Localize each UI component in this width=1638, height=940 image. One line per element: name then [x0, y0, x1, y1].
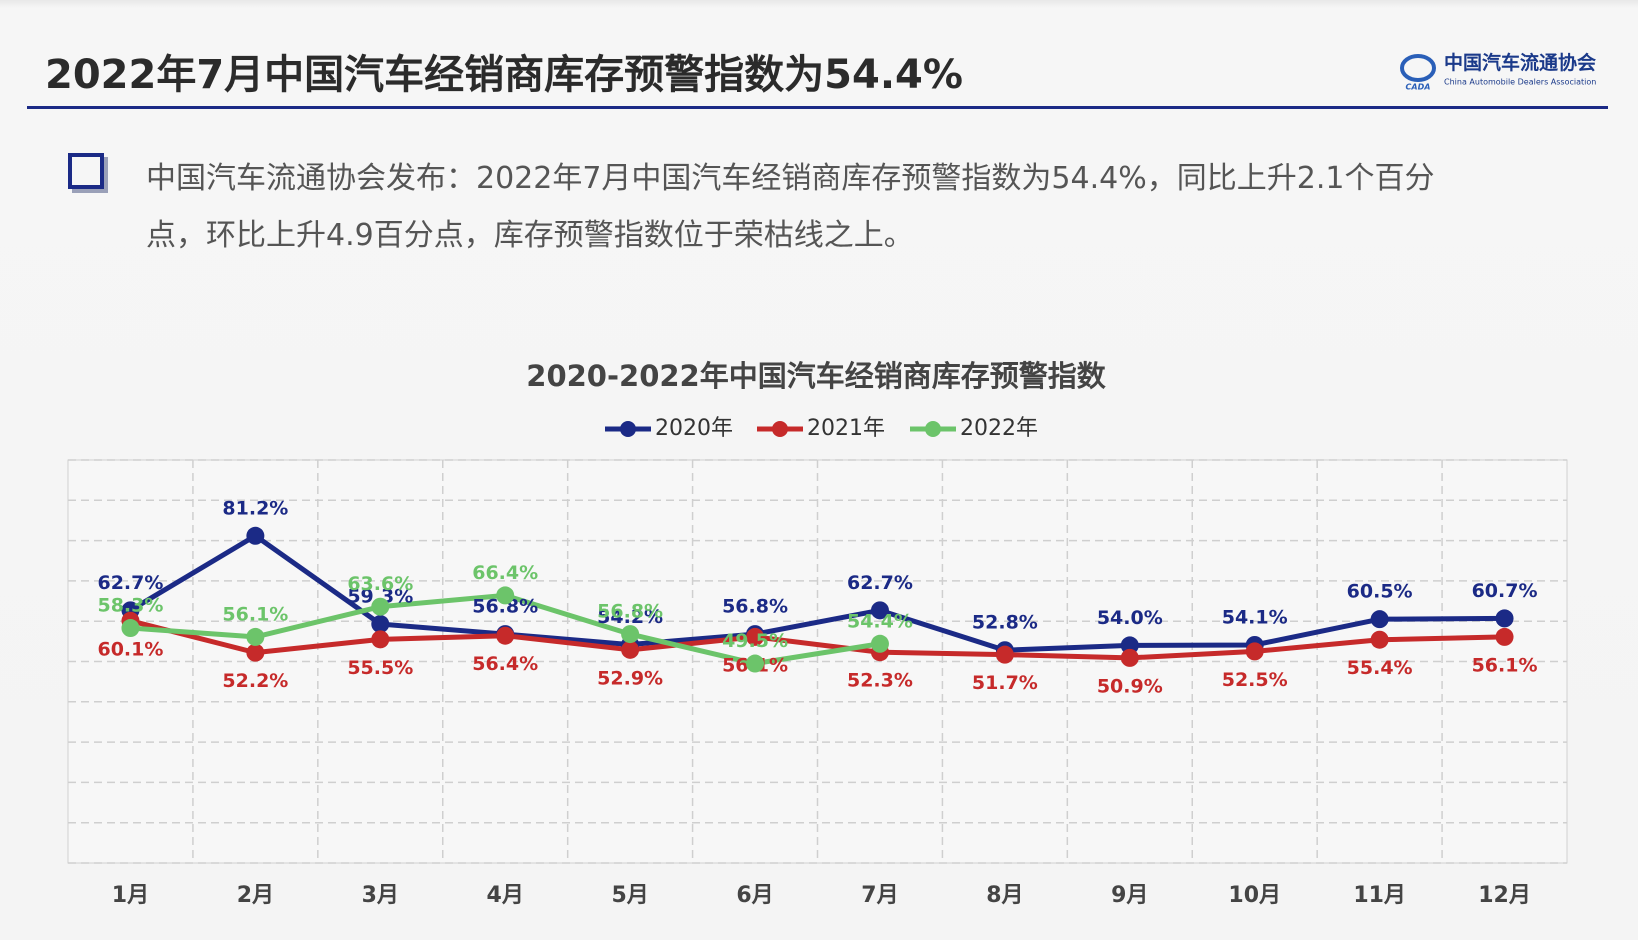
data-label: 52.5%	[1222, 669, 1288, 691]
data-label: 59.3%	[347, 586, 413, 608]
data-label: 54.0%	[1097, 607, 1163, 629]
data-label: 56.1%	[222, 603, 288, 625]
x-tick-label: 6月	[736, 883, 773, 908]
data-point	[1120, 648, 1139, 667]
data-label: 55.4%	[1347, 657, 1413, 679]
slide-title: 2022年7月中国汽车经销商库存预警指数为54.4%	[45, 52, 963, 98]
x-tick-label: 11月	[1353, 883, 1406, 908]
legend-label: 2021年	[807, 416, 885, 441]
data-point	[1370, 610, 1389, 629]
data-label: 54.4%	[847, 610, 913, 632]
data-point	[246, 526, 265, 545]
legend-label: 2020年	[655, 416, 733, 441]
data-point	[121, 619, 140, 638]
data-label: 49.5%	[722, 630, 788, 652]
data-label: 52.3%	[847, 670, 913, 692]
data-label: 54.2%	[597, 606, 663, 628]
data-label: 58.3%	[97, 595, 163, 617]
data-point	[870, 601, 889, 620]
data-point	[621, 625, 640, 644]
x-tick-label: 9月	[1111, 883, 1148, 908]
x-tick-label: 3月	[362, 883, 399, 908]
data-label: 62.7%	[97, 572, 163, 594]
data-label: 56.1%	[1472, 654, 1538, 676]
data-point	[246, 627, 265, 646]
data-label: 60.1%	[97, 638, 163, 660]
data-label: 60.7%	[1472, 580, 1538, 602]
x-tick-label: 10月	[1228, 883, 1281, 908]
data-point	[371, 597, 390, 616]
logo-mark: CADA	[1406, 83, 1431, 92]
data-label: 63.6%	[347, 573, 413, 595]
legend-label: 2022年	[960, 416, 1038, 441]
data-label: 81.2%	[222, 497, 288, 519]
data-label: 52.9%	[597, 667, 663, 689]
x-tick-label: 12月	[1478, 883, 1531, 908]
logo-name: 中国汽车流通协会	[1444, 51, 1596, 74]
data-point	[371, 630, 390, 649]
data-point	[1370, 630, 1389, 649]
data-label: 66.4%	[472, 562, 538, 584]
bullet-box	[68, 153, 104, 189]
body-line: 点，环比上升4.9百分点，库存预警指数位于荣枯线之上。	[146, 218, 914, 253]
data-label: 56.4%	[472, 653, 538, 675]
data-point	[746, 654, 765, 673]
x-tick-label: 5月	[611, 883, 648, 908]
data-label: 52.2%	[222, 670, 288, 692]
data-label: 54.1%	[1222, 606, 1288, 628]
x-tick-label: 1月	[112, 883, 149, 908]
legend-marker	[620, 421, 636, 437]
legend-marker	[925, 421, 941, 437]
data-label: 60.5%	[1347, 581, 1413, 603]
title-rule	[27, 106, 1608, 109]
data-point	[995, 645, 1014, 664]
body-line: 中国汽车流通协会发布：2022年7月中国汽车经销商库存预警指数为54.4%，同比…	[146, 161, 1435, 196]
chart-title: 2020-2022年中国汽车经销商库存预警指数	[526, 359, 1106, 393]
logo-icon	[1400, 54, 1436, 82]
x-tick-label: 8月	[986, 883, 1023, 908]
data-point	[870, 634, 889, 653]
data-label: 56.8%	[597, 601, 663, 623]
data-point	[246, 643, 265, 662]
data-label: 56.8%	[722, 596, 788, 618]
data-point	[621, 640, 640, 659]
data-point	[1495, 609, 1514, 628]
series-line	[129, 618, 1505, 661]
data-point	[1120, 636, 1139, 655]
data-point	[371, 615, 390, 634]
data-label: 56.8%	[472, 596, 538, 618]
data-label: 51.7%	[972, 672, 1038, 694]
data-label: 52.8%	[972, 612, 1038, 634]
logo: CADA 中国汽车流通协会 China Automobile Dealers A…	[1400, 51, 1596, 92]
data-point	[496, 626, 515, 645]
data-label: 62.7%	[847, 572, 913, 594]
x-tick-label: 7月	[861, 883, 898, 908]
data-point	[1495, 627, 1514, 646]
x-tick-label: 2月	[237, 883, 274, 908]
data-label: 50.9%	[1097, 675, 1163, 697]
x-tick-label: 4月	[487, 883, 524, 908]
data-label: 55.5%	[347, 657, 413, 679]
legend-marker	[772, 421, 788, 437]
data-point	[496, 586, 515, 605]
logo-subtitle: China Automobile Dealers Association	[1444, 78, 1596, 87]
data-point	[1245, 642, 1264, 661]
data-point	[746, 627, 765, 646]
